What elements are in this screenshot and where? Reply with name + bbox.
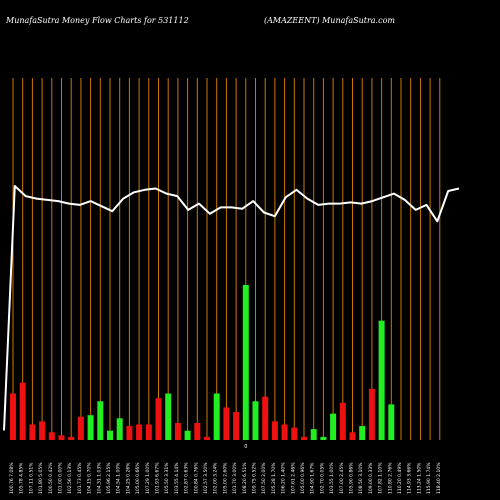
x-tick-label: 100.50 0.42% — [48, 462, 54, 494]
x-tick-label: 104.54 1.00% — [116, 462, 122, 494]
x-tick-label: 107.00 2.45% — [339, 462, 345, 494]
bar — [271, 421, 278, 440]
x-tick-label: 108.50 3.10% — [358, 462, 364, 494]
bar — [68, 436, 75, 440]
bar — [378, 320, 385, 440]
x-tick-label: 103.55 4.14% — [174, 462, 180, 494]
bar — [145, 424, 152, 440]
x-tick-label: 101.70 3.00% — [232, 462, 238, 494]
x-tick-label: 105.50 3.31% — [164, 462, 170, 494]
x-tick-label: 107.50 2.00% — [261, 462, 267, 494]
bar — [204, 436, 210, 440]
x-tick-label: 114.93 3.66% — [407, 462, 413, 494]
x-tick-label: 101.93 6.67% — [155, 462, 161, 494]
x-tick-label: 101.80 5.05% — [38, 462, 44, 494]
x-tick-label: 104.25 0.26% — [125, 462, 131, 494]
bar — [330, 413, 337, 440]
chart-title-right: (AMAZEENT) MunafaSutra.com — [264, 16, 395, 25]
bar — [107, 430, 113, 440]
x-tick-label: 115.90 1.74% — [426, 462, 432, 494]
bar — [310, 429, 317, 440]
bar — [174, 422, 181, 440]
x-tick-label: 102.56 0.13% — [67, 462, 73, 494]
x-tick-label: 102.87 0.63% — [184, 462, 190, 494]
bar — [39, 421, 46, 440]
x-tick-label: 105.00 0.96% — [300, 462, 306, 494]
bar — [262, 396, 269, 440]
x-tick-label: 105.96 2.15% — [106, 462, 112, 494]
x-tick-label: 105.00 0.66% — [135, 462, 141, 494]
bar — [252, 401, 259, 440]
bar — [29, 424, 36, 440]
price-line — [3, 185, 460, 431]
x-tick-label: 101.00 0.00% — [58, 462, 64, 494]
bar — [194, 422, 201, 440]
x-tick-label: 104.15 0.70% — [87, 462, 93, 494]
peak-marker-label: 0 — [244, 444, 247, 450]
x-tick-label: 102.57 3.50% — [203, 462, 209, 494]
bar — [291, 427, 298, 440]
bar — [116, 418, 123, 440]
bar — [87, 415, 94, 440]
x-tick-label: 105.78 4.85% — [19, 462, 25, 494]
x-tick-label: 100.84 0.76% — [193, 462, 199, 494]
bar — [233, 412, 240, 440]
bar — [301, 436, 307, 440]
x-tick-label: 106.20 1.40% — [281, 462, 287, 494]
x-tick-label: 107.29 1.00% — [145, 462, 151, 494]
bar — [349, 432, 356, 440]
x-tick-label: 109.00 0.33% — [368, 462, 374, 494]
x-tick-label: 104.90 1.67% — [310, 462, 316, 494]
bar — [368, 388, 375, 440]
bar — [339, 402, 346, 440]
x-tick-label: 105.28 1.70% — [271, 462, 277, 494]
bar — [97, 401, 104, 440]
x-tick-label: 118.40 2.10% — [436, 462, 442, 494]
bar — [136, 424, 143, 440]
x-tick-label: 107.82 1.10% — [378, 462, 384, 494]
x-tick-label: 101.73 0.45% — [77, 462, 83, 494]
bar — [320, 436, 327, 440]
x-tick-label: 104.31 1.03% — [96, 462, 102, 494]
x-tick-label: 113.24 1.50% — [416, 462, 422, 494]
bar — [184, 430, 191, 440]
x-tick-label: 110.20 0.49% — [397, 462, 403, 494]
bar — [213, 393, 220, 440]
bar — [126, 426, 133, 440]
x-tick-label: 107.11 0.51% — [28, 462, 34, 494]
bar — [223, 407, 230, 440]
x-tick-label: 102.70 0.05% — [319, 462, 325, 494]
chart-title-left: MunafaSutra Money Flow Charts for 531112 — [6, 16, 189, 25]
x-tick-label: 105.90 0.86% — [349, 462, 355, 494]
bar — [242, 285, 249, 440]
x-tick-label: 108.20 6.51% — [242, 462, 248, 494]
x-tick-label: 102.00 3.24% — [213, 462, 219, 494]
bar — [165, 393, 172, 440]
bar — [388, 404, 395, 440]
bar — [58, 435, 65, 440]
bar — [77, 416, 84, 440]
bar — [10, 393, 16, 440]
x-tick-label: 107.61 2.46% — [290, 462, 296, 494]
bar — [155, 398, 162, 440]
x-tick-label: 110.80 2.76% — [387, 462, 393, 494]
x-tick-label: 100.76 7.08% — [9, 462, 15, 494]
x-tick-label: 103.55 1.00% — [329, 462, 335, 494]
bar — [359, 426, 366, 440]
x-tick-label: 109.75 0.52% — [252, 462, 258, 494]
bar — [281, 424, 288, 440]
bar — [48, 432, 55, 440]
bar — [19, 382, 26, 440]
x-tick-label: 105.00 2.60% — [222, 462, 228, 494]
